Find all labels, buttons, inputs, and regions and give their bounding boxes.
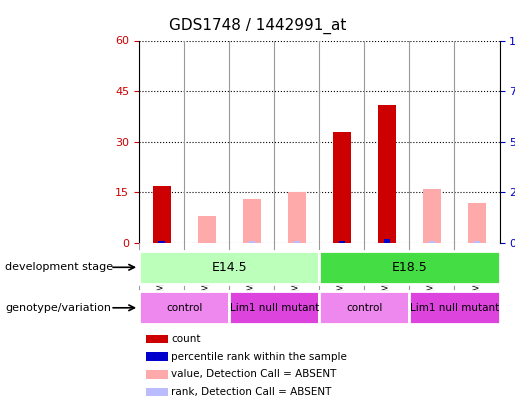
Bar [339,241,345,243]
Text: Lim1 null mutant: Lim1 null mutant [410,303,499,313]
Bar [146,388,168,396]
Bar [294,241,300,243]
Text: value, Detection Call = ABSENT: value, Detection Call = ABSENT [171,369,337,379]
Bar [146,370,168,379]
Bar [198,216,216,243]
Text: development stage: development stage [5,262,113,272]
Bar [333,132,351,243]
Bar [474,241,480,243]
Text: Lim1 null mutant: Lim1 null mutant [230,303,319,313]
Bar [159,241,165,243]
Bar [229,292,319,324]
Text: percentile rank within the sample: percentile rank within the sample [171,352,348,362]
Bar [288,192,306,243]
Bar [152,185,170,243]
Text: E14.5: E14.5 [211,261,247,274]
Bar [409,292,500,324]
Text: E18.5: E18.5 [391,261,427,274]
Bar [384,239,390,243]
Text: control: control [166,303,202,313]
Bar [146,335,168,343]
Text: genotype/variation: genotype/variation [5,303,111,313]
Bar [146,352,168,361]
Text: control: control [346,303,383,313]
Text: rank, Detection Call = ABSENT: rank, Detection Call = ABSENT [171,387,332,397]
Bar [319,292,409,324]
Bar [319,251,500,284]
Bar [243,199,261,243]
Bar [423,189,441,243]
Bar [429,241,435,243]
Text: GDS1748 / 1442991_at: GDS1748 / 1442991_at [169,18,346,34]
Bar [468,202,486,243]
Bar [139,292,229,324]
Bar [378,104,396,243]
Bar [249,241,255,243]
Text: count: count [171,334,201,344]
Bar [139,251,319,284]
